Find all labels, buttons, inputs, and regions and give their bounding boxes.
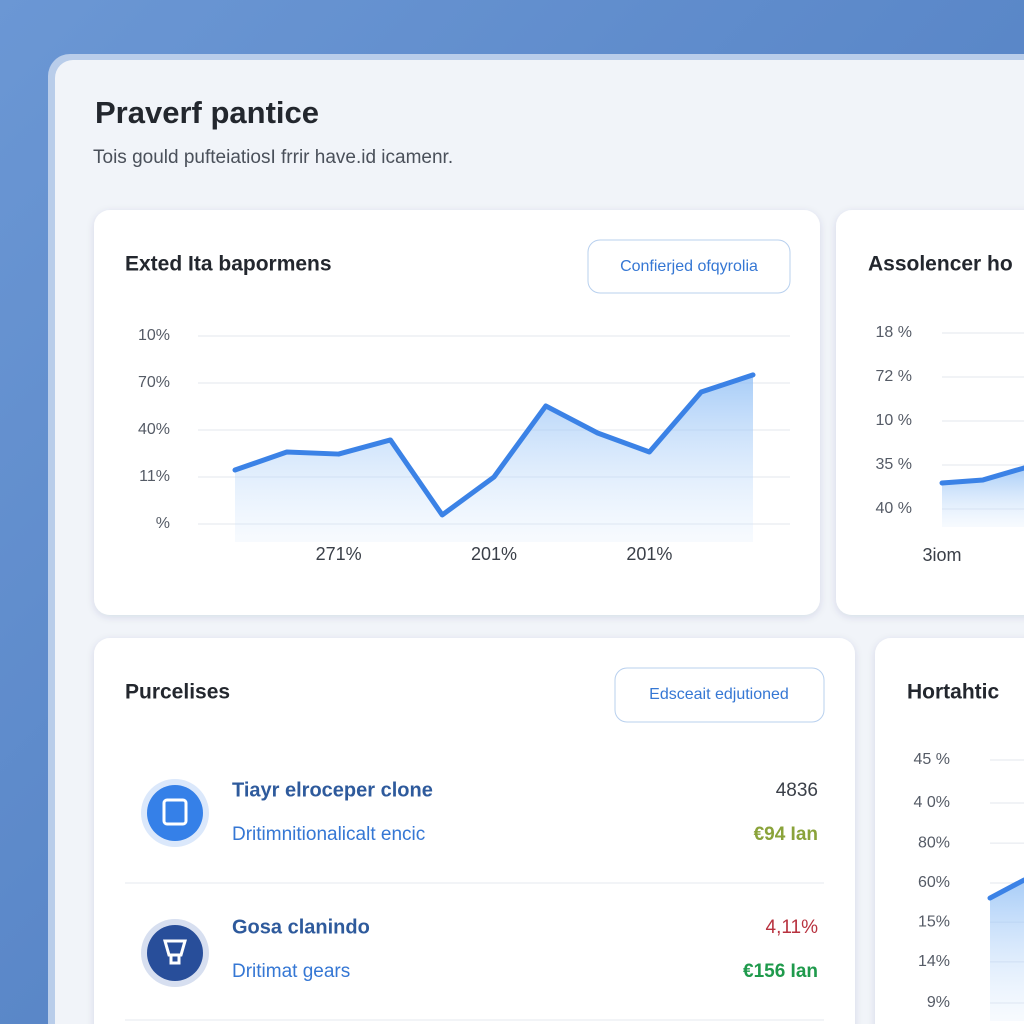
y-tick-label: 70%: [138, 374, 170, 391]
x-tick-label: 271%: [316, 544, 362, 564]
card-title: Purcelises: [125, 681, 230, 704]
y-tick-label: %: [156, 515, 170, 532]
item-value: 4,11%: [766, 917, 819, 938]
y-tick-label: 40%: [138, 421, 170, 438]
item-title: Tiayr elroceper clone: [232, 779, 433, 801]
page-title: Praverf pantice: [95, 95, 319, 130]
y-tick-label: 80%: [918, 834, 950, 851]
card: [94, 638, 855, 1024]
y-tick-label: 10 %: [876, 412, 912, 429]
button-label[interactable]: Confierjed ofqyrolia: [620, 258, 758, 275]
item-subtitle: Dritimat gears: [232, 961, 350, 982]
card-title: Hortahtic: [907, 681, 999, 704]
card: [875, 638, 1024, 1024]
y-tick-label: 14%: [918, 953, 950, 970]
item-amount: €156 Ian: [743, 961, 818, 982]
y-tick-label: 18 %: [876, 324, 912, 341]
area: [235, 374, 753, 542]
line: [232, 372, 756, 518]
icon: [147, 925, 203, 981]
y-tick-label: 9%: [927, 994, 950, 1011]
icon-glyph: [163, 939, 187, 965]
button-label[interactable]: Edsceait edjutioned: [649, 686, 789, 703]
x-tick-label: 201%: [471, 544, 517, 564]
item-title: Gosa clanindo: [232, 916, 370, 938]
line: [939, 465, 1024, 486]
y-tick-label: 40 %: [876, 500, 912, 517]
card-title: Exted Ita bapormens: [125, 253, 332, 276]
area: [990, 880, 1024, 1021]
icon: [147, 785, 203, 841]
y-tick-label: 45 %: [914, 751, 950, 768]
y-tick-label: 10%: [138, 327, 170, 344]
button[interactable]: [587, 239, 791, 294]
y-tick-label: 15%: [918, 913, 950, 930]
y-tick-label: 60%: [918, 874, 950, 891]
icon-glyph: [162, 798, 188, 826]
y-tick-label: 72 %: [876, 368, 912, 385]
x-tick-label: 201%: [626, 544, 672, 564]
button[interactable]: [614, 667, 825, 723]
x-tick-label: 3iom: [922, 545, 961, 565]
line: [987, 877, 1024, 901]
card-title: Assolencer ho: [868, 253, 1013, 276]
y-tick-label: 35 %: [876, 456, 912, 473]
page-subtitle: Tois gould pufteiatiosI frrir have.id ic…: [93, 147, 453, 168]
item-amount: €94 Ian: [754, 824, 818, 845]
item-subtitle: Dritimnitionalicalt encic: [232, 824, 425, 845]
y-tick-label: 4 0%: [914, 794, 950, 811]
item-value: 4836: [776, 780, 818, 801]
y-tick-label: 11%: [139, 468, 170, 485]
